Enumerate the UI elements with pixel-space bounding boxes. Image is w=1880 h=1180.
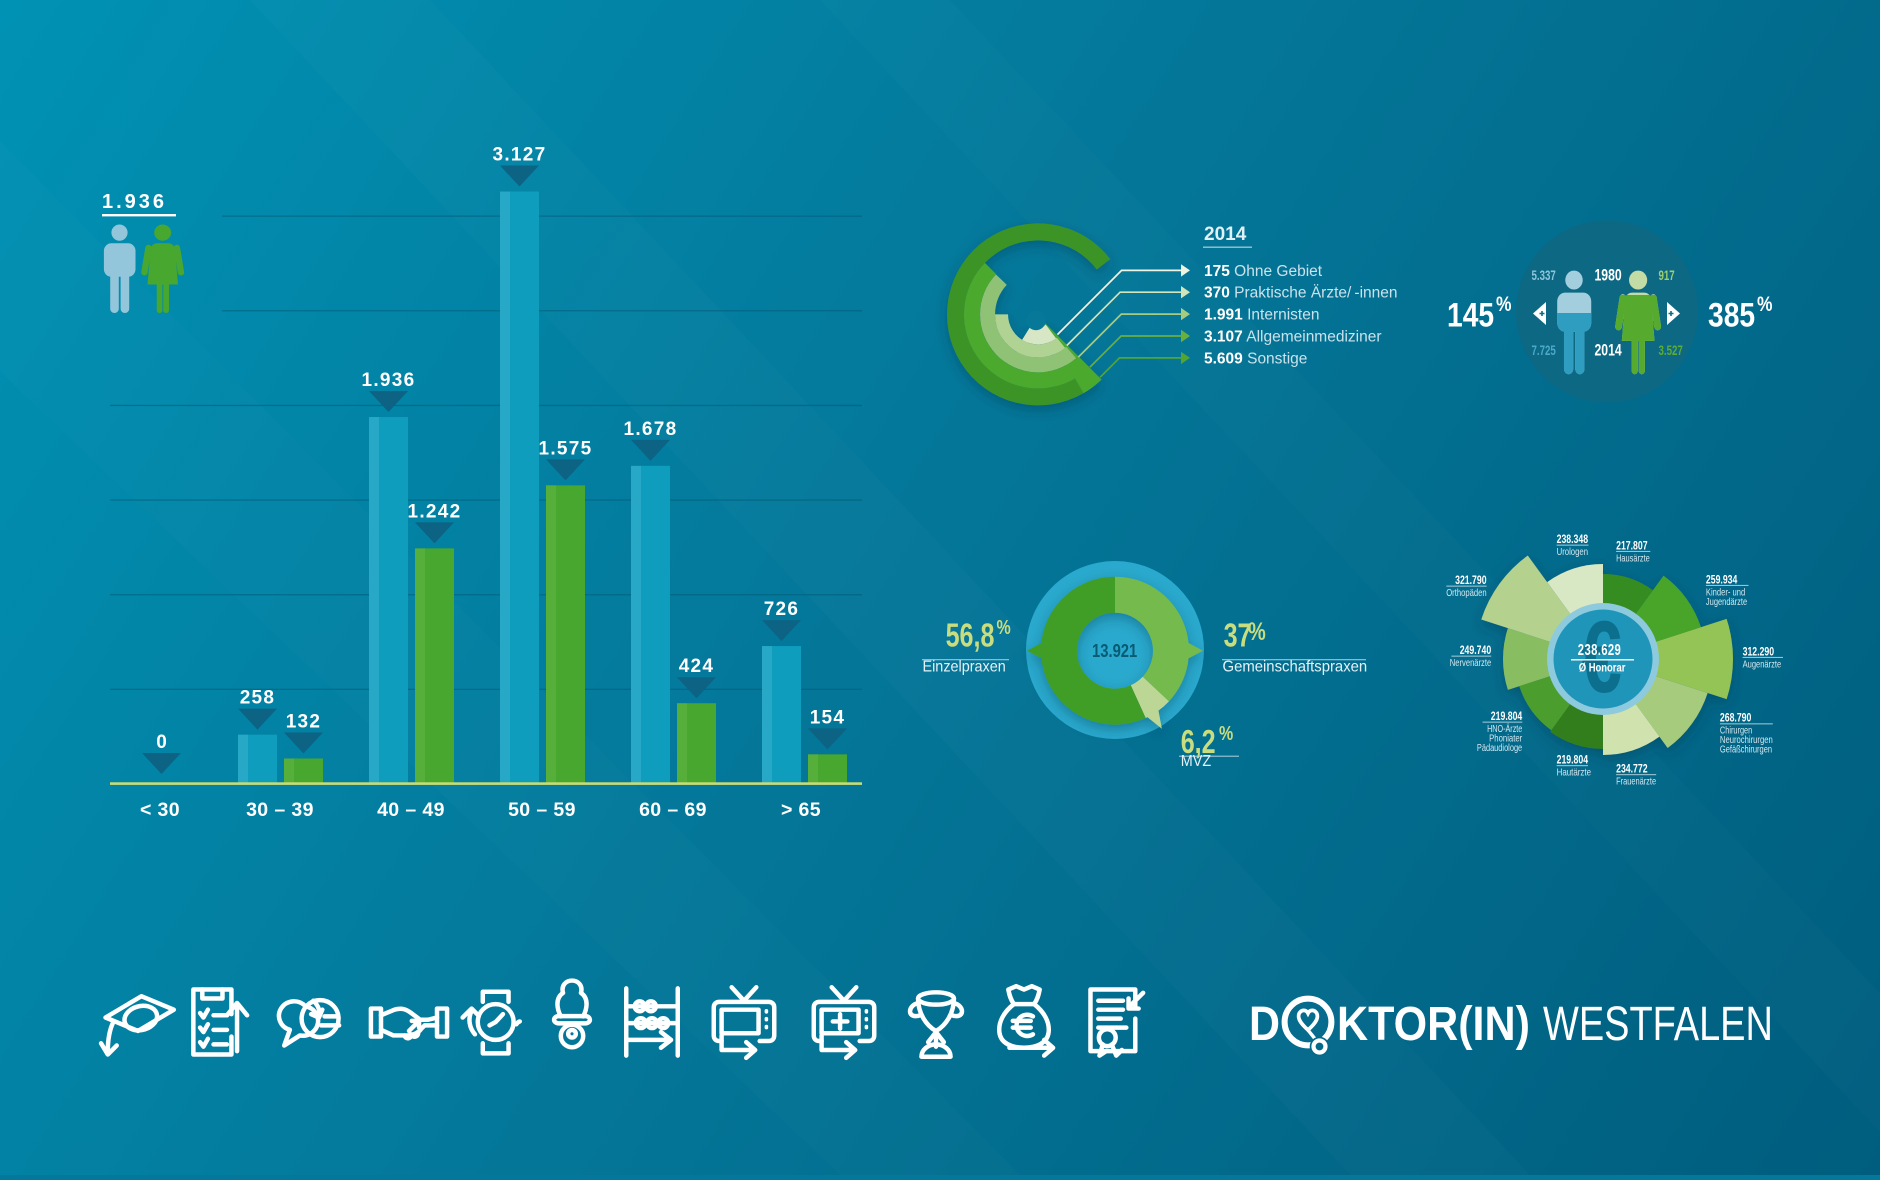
svg-text:1.936: 1.936 bbox=[102, 191, 167, 213]
svg-text:Nervenärzte: Nervenärzte bbox=[1450, 657, 1492, 668]
svg-text:249.740: 249.740 bbox=[1460, 645, 1492, 657]
svg-text:50 – 59: 50 – 59 bbox=[508, 799, 576, 821]
svg-text:MVZ: MVZ bbox=[1181, 753, 1211, 771]
svg-text:Hausärzte: Hausärzte bbox=[1616, 552, 1650, 563]
svg-text:175 Ohne Gebiet: 175 Ohne Gebiet bbox=[1204, 263, 1323, 280]
svg-text:385: 385 bbox=[1708, 296, 1755, 334]
svg-text:2014: 2014 bbox=[1595, 342, 1623, 360]
svg-text:Augenärzte: Augenärzte bbox=[1743, 658, 1782, 669]
svg-text:2014: 2014 bbox=[1204, 224, 1247, 245]
svg-text:321.790: 321.790 bbox=[1455, 575, 1487, 587]
svg-text:1.991 Internisten: 1.991 Internisten bbox=[1204, 307, 1319, 324]
svg-text:3.107 Allgemeinmediziner: 3.107 Allgemeinmediziner bbox=[1204, 329, 1382, 346]
svg-text:%: % bbox=[1219, 722, 1233, 744]
svg-text:%: % bbox=[1496, 294, 1511, 317]
svg-text:0: 0 bbox=[156, 732, 167, 753]
svg-text:13.921: 13.921 bbox=[1092, 640, 1137, 661]
svg-text:5.337: 5.337 bbox=[1532, 269, 1557, 284]
svg-text:%: % bbox=[1757, 294, 1772, 317]
svg-text:917: 917 bbox=[1659, 269, 1676, 284]
svg-text:KTOR(IN): KTOR(IN) bbox=[1337, 997, 1530, 1051]
svg-text:Pädaudiologe: Pädaudiologe bbox=[1477, 742, 1522, 753]
svg-text:312.290: 312.290 bbox=[1743, 646, 1775, 658]
svg-text:Kinder- und: Kinder- und bbox=[1706, 586, 1745, 597]
svg-text:60 – 69: 60 – 69 bbox=[639, 799, 707, 821]
svg-text:154: 154 bbox=[810, 707, 846, 728]
svg-text:Neurochirurgen: Neurochirurgen bbox=[1720, 734, 1773, 745]
svg-text:D: D bbox=[1249, 997, 1280, 1051]
svg-text:WESTFALEN: WESTFALEN bbox=[1543, 998, 1773, 1051]
svg-text:132: 132 bbox=[286, 712, 322, 733]
svg-text:726: 726 bbox=[764, 599, 800, 620]
svg-text:Chirurgen: Chirurgen bbox=[1720, 725, 1752, 736]
svg-text:424: 424 bbox=[679, 656, 715, 677]
svg-text:6,2: 6,2 bbox=[1181, 724, 1216, 761]
svg-text:%: % bbox=[997, 616, 1011, 638]
svg-text:HNO-Ärzte: HNO-Ärzte bbox=[1487, 723, 1522, 734]
svg-text:7.725: 7.725 bbox=[1532, 344, 1557, 359]
svg-text:1.936: 1.936 bbox=[361, 370, 415, 391]
svg-text:Hautärzte: Hautärzte bbox=[1557, 767, 1591, 778]
svg-text:219.804: 219.804 bbox=[1557, 754, 1589, 766]
svg-text:Gemeinschaftspraxen: Gemeinschaftspraxen bbox=[1223, 658, 1368, 675]
svg-text:37: 37 bbox=[1224, 617, 1252, 654]
svg-text:Frauenärzte: Frauenärzte bbox=[1616, 775, 1656, 786]
svg-text:219.804: 219.804 bbox=[1491, 711, 1523, 723]
svg-text:> 65: > 65 bbox=[781, 799, 821, 821]
svg-text:Ø Honorar: Ø Honorar bbox=[1579, 661, 1626, 674]
svg-text:3.527: 3.527 bbox=[1659, 344, 1684, 359]
svg-text:1980: 1980 bbox=[1595, 267, 1622, 285]
svg-text:Orthopäden: Orthopäden bbox=[1446, 587, 1486, 598]
svg-text:Urologen: Urologen bbox=[1557, 546, 1588, 557]
svg-text:1.242: 1.242 bbox=[407, 501, 461, 522]
svg-text:238.348: 238.348 bbox=[1557, 534, 1589, 546]
svg-text:370 Praktische Ärzte/ -innen: 370 Praktische Ärzte/ -innen bbox=[1204, 285, 1398, 302]
svg-text:40 – 49: 40 – 49 bbox=[377, 799, 445, 821]
svg-text:258: 258 bbox=[240, 688, 276, 709]
svg-text:234.772: 234.772 bbox=[1616, 763, 1648, 775]
svg-text:1.575: 1.575 bbox=[538, 438, 592, 459]
svg-text:56,8: 56,8 bbox=[946, 617, 995, 654]
svg-text:Phoniater: Phoniater bbox=[1489, 733, 1522, 744]
svg-text:145: 145 bbox=[1447, 296, 1494, 334]
svg-text:238.629: 238.629 bbox=[1578, 641, 1621, 658]
svg-text:30 – 39: 30 – 39 bbox=[246, 799, 314, 821]
svg-text:5.609 Sonstige: 5.609 Sonstige bbox=[1204, 350, 1307, 367]
svg-text:Einzelpraxen: Einzelpraxen bbox=[923, 658, 1006, 676]
svg-text:217.807: 217.807 bbox=[1616, 540, 1648, 552]
svg-text:€: € bbox=[1581, 600, 1622, 714]
svg-text:1.678: 1.678 bbox=[623, 419, 677, 440]
svg-text:Jugendärzte: Jugendärzte bbox=[1706, 596, 1747, 607]
svg-text:268.790: 268.790 bbox=[1720, 713, 1752, 725]
svg-text:< 30: < 30 bbox=[140, 799, 180, 821]
svg-text:Gefäßchirurgen: Gefäßchirurgen bbox=[1720, 744, 1772, 755]
svg-text:259.934: 259.934 bbox=[1706, 574, 1738, 586]
svg-text:%: % bbox=[1248, 618, 1266, 646]
svg-text:3.127: 3.127 bbox=[492, 145, 546, 166]
